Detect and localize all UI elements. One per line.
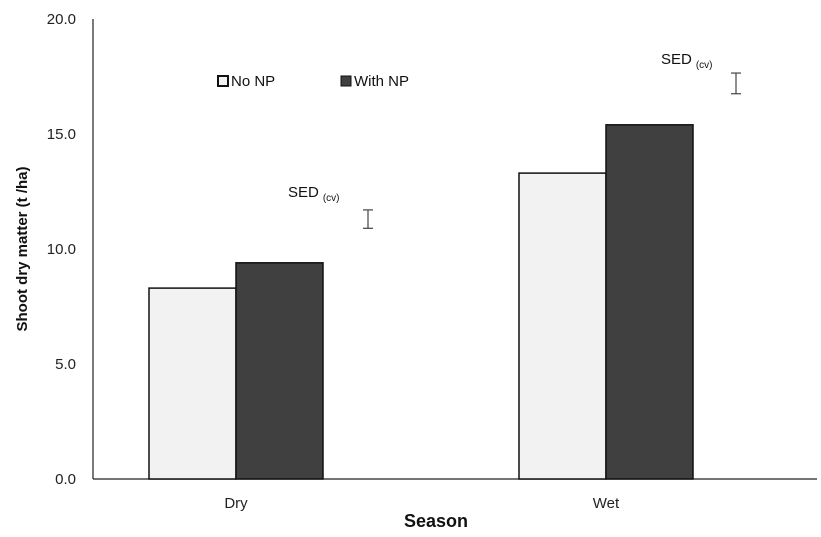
x-axis-title: Season xyxy=(404,511,468,531)
y-tick-label: 15.0 xyxy=(47,126,76,143)
sed-error-bar xyxy=(363,209,373,229)
x-tick-labels: Dry Wet xyxy=(224,495,620,512)
y-tick-label: 0.0 xyxy=(55,471,76,488)
bar-with-np-wet xyxy=(605,124,694,480)
legend-label-with-np: With NP xyxy=(354,73,409,90)
y-tick-labels: 0.0 5.0 10.0 15.0 20.0 xyxy=(47,11,76,488)
y-axis-title: Shoot dry matter (t /ha) xyxy=(14,166,31,331)
legend-label-no-np: No NP xyxy=(231,73,275,90)
bar-with-np-dry xyxy=(235,262,324,480)
bar-no-np-dry xyxy=(148,287,237,480)
bar-no-np-wet xyxy=(518,172,607,480)
sed-annotations: SED (cv) SED (cv) xyxy=(288,51,741,229)
bars-group xyxy=(148,124,694,480)
y-tick-label: 5.0 xyxy=(55,356,76,373)
sed-label: SED (cv) xyxy=(661,51,713,71)
legend-swatch-with-np xyxy=(340,75,352,87)
x-tick-label: Wet xyxy=(593,495,620,512)
legend-swatch-no-np xyxy=(217,75,229,87)
y-tick-label: 20.0 xyxy=(47,11,76,28)
y-tick-label: 10.0 xyxy=(47,241,76,258)
plot-area: 0.0 5.0 10.0 15.0 20.0 Dry Wet SED (cv) SED (cv) xyxy=(47,11,817,512)
x-tick-label: Dry xyxy=(224,495,248,512)
sed-error-bar xyxy=(731,72,741,95)
legend: No NP With NP xyxy=(217,73,409,90)
sed-label: SED (cv) xyxy=(288,184,340,204)
